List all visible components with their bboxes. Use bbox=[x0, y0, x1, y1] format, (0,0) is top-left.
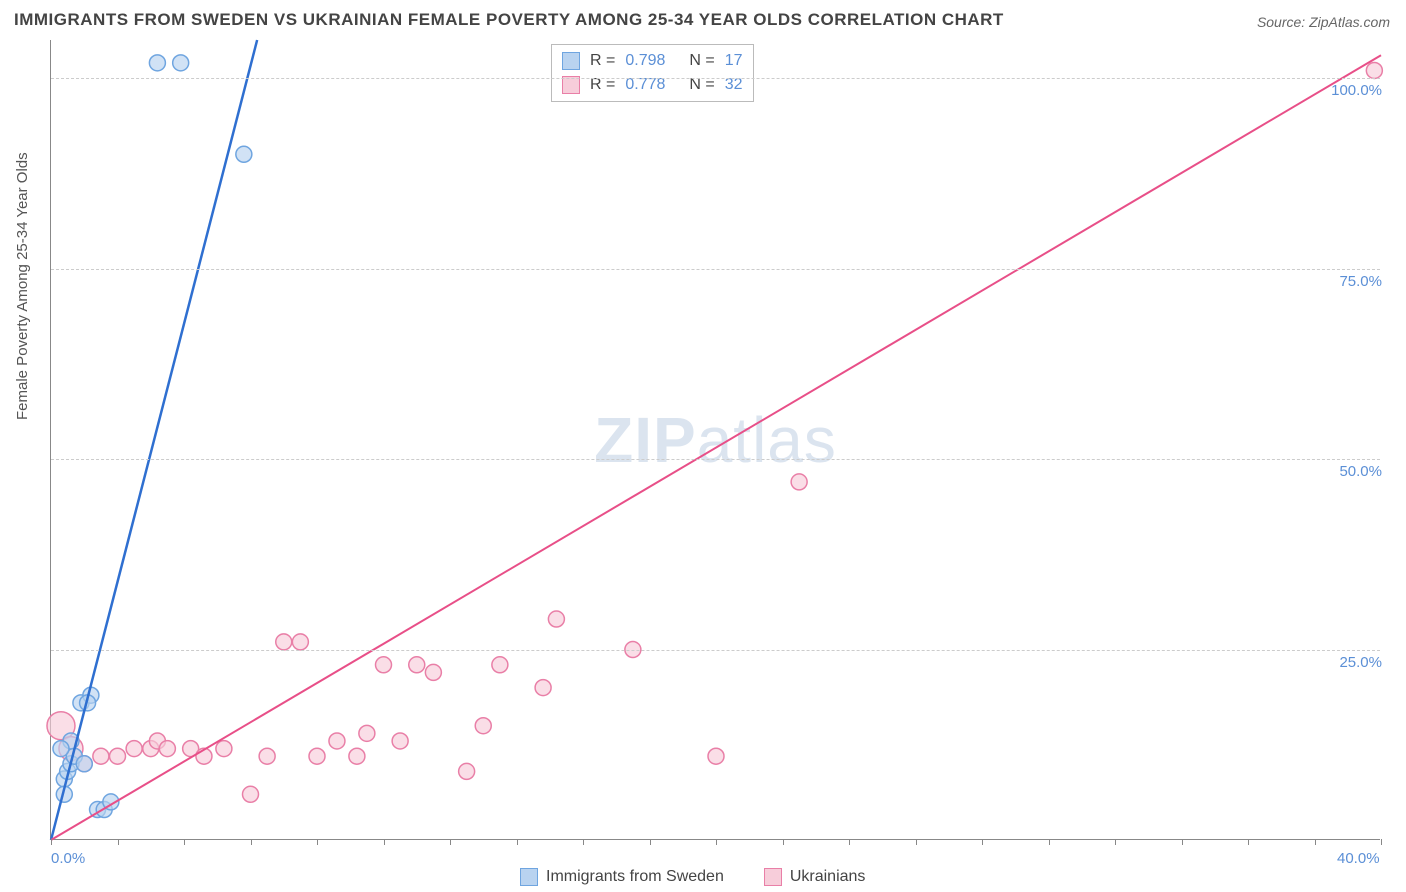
data-point bbox=[535, 680, 551, 696]
legend-n-label: N = bbox=[689, 73, 714, 97]
legend-n-value: 17 bbox=[725, 49, 743, 73]
legend-swatch bbox=[520, 868, 538, 886]
data-point bbox=[159, 741, 175, 757]
data-point bbox=[359, 725, 375, 741]
legend-r-label: R = bbox=[590, 49, 615, 73]
data-point bbox=[376, 657, 392, 673]
legend-swatch bbox=[764, 868, 782, 886]
y-tick-label: 75.0% bbox=[1339, 273, 1382, 290]
data-point bbox=[548, 611, 564, 627]
x-tick-label: 40.0% bbox=[1337, 850, 1380, 867]
data-point bbox=[309, 748, 325, 764]
source-label: Source: ZipAtlas.com bbox=[1257, 14, 1390, 30]
y-tick-label: 100.0% bbox=[1331, 82, 1382, 99]
data-point bbox=[409, 657, 425, 673]
legend-series: Immigrants from Sweden Ukrainians bbox=[520, 868, 865, 886]
legend-r-label: R = bbox=[590, 73, 615, 97]
data-point bbox=[292, 634, 308, 650]
data-point bbox=[791, 474, 807, 490]
data-point bbox=[1366, 62, 1382, 78]
data-point bbox=[216, 741, 232, 757]
data-point bbox=[329, 733, 345, 749]
regression-line bbox=[51, 55, 1381, 840]
legend-item: Ukrainians bbox=[764, 868, 866, 886]
chart-title: IMMIGRANTS FROM SWEDEN VS UKRAINIAN FEMA… bbox=[14, 10, 1004, 30]
data-point bbox=[53, 741, 69, 757]
y-axis-label: Female Poverty Among 25-34 Year Olds bbox=[14, 152, 31, 420]
y-tick-label: 25.0% bbox=[1339, 654, 1382, 671]
data-point bbox=[236, 146, 252, 162]
legend-row: R = 0.778 N = 32 bbox=[562, 73, 743, 97]
regression-line bbox=[51, 40, 257, 840]
data-point bbox=[259, 748, 275, 764]
legend-correlation: R = 0.798 N = 17 R = 0.778 N = 32 bbox=[551, 44, 754, 102]
legend-label: Ukrainians bbox=[790, 868, 866, 886]
data-point bbox=[349, 748, 365, 764]
legend-item: Immigrants from Sweden bbox=[520, 868, 724, 886]
legend-row: R = 0.798 N = 17 bbox=[562, 49, 743, 73]
data-point bbox=[173, 55, 189, 71]
data-point bbox=[475, 718, 491, 734]
y-tick-label: 50.0% bbox=[1339, 463, 1382, 480]
data-point bbox=[126, 741, 142, 757]
legend-label: Immigrants from Sweden bbox=[546, 868, 724, 886]
data-point bbox=[459, 763, 475, 779]
data-point bbox=[149, 55, 165, 71]
data-point bbox=[425, 664, 441, 680]
data-point bbox=[76, 756, 92, 772]
data-point bbox=[708, 748, 724, 764]
legend-n-label: N = bbox=[689, 49, 714, 73]
legend-n-value: 32 bbox=[725, 73, 743, 97]
data-point bbox=[110, 748, 126, 764]
data-point bbox=[392, 733, 408, 749]
plot-area: ZIPatlas R =0.798N =17R =0.778N =32 25.0… bbox=[50, 40, 1380, 840]
chart-svg bbox=[51, 40, 1381, 840]
data-point bbox=[93, 748, 109, 764]
data-point bbox=[243, 786, 259, 802]
legend-r-value: 0.778 bbox=[625, 73, 665, 97]
data-point bbox=[492, 657, 508, 673]
legend-swatch bbox=[562, 52, 580, 70]
legend-r-value: 0.798 bbox=[625, 49, 665, 73]
x-tick-label: 0.0% bbox=[51, 850, 85, 867]
data-point bbox=[276, 634, 292, 650]
